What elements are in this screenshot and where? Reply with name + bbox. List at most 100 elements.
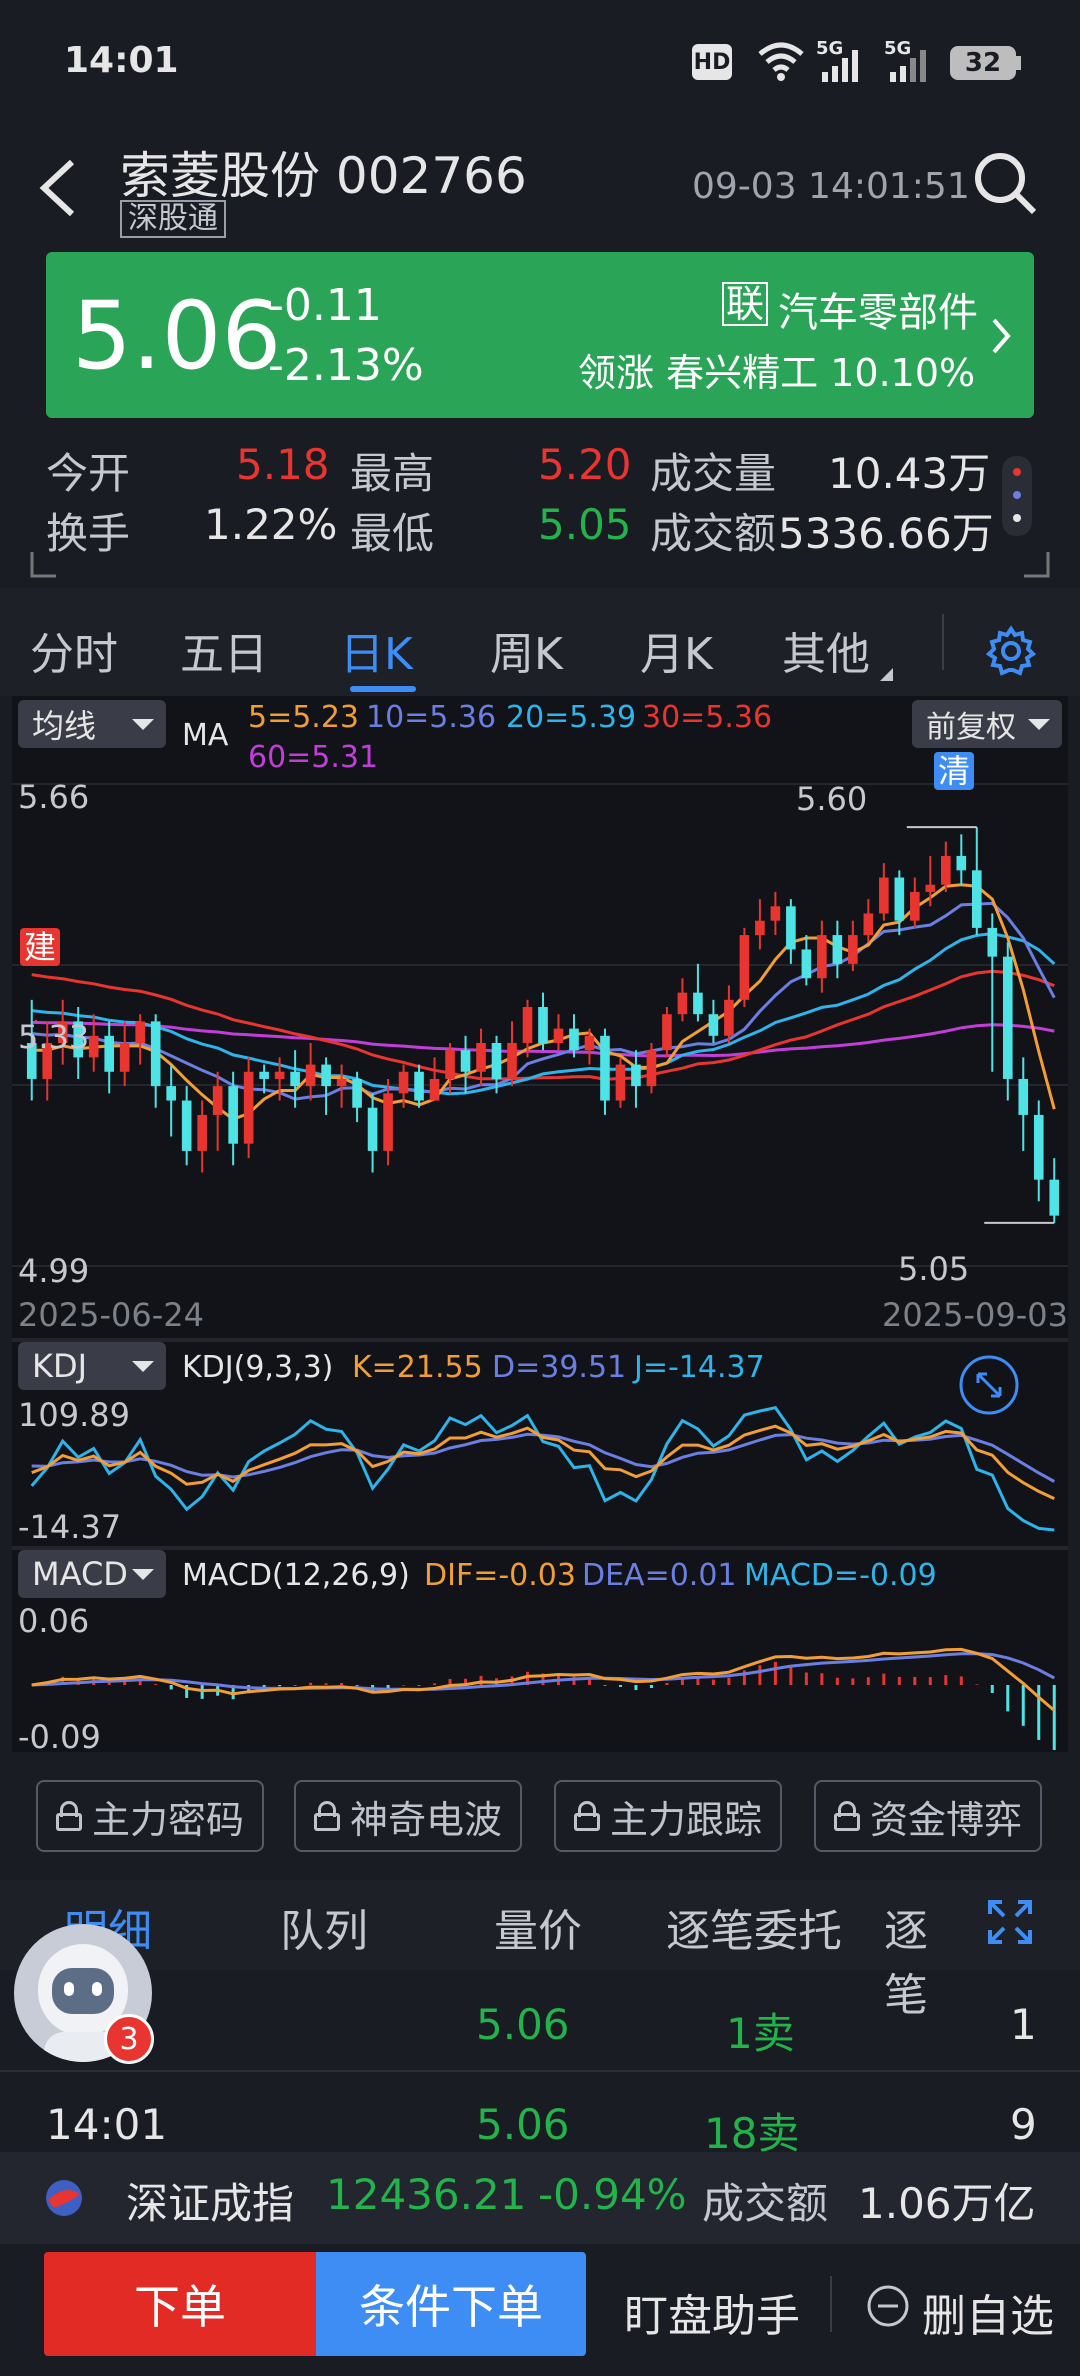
ma30-line <box>31 969 1055 1081</box>
chart-area[interactable] <box>12 696 1068 1752</box>
candle-body <box>879 877 889 914</box>
more-menu-icon[interactable] <box>1002 456 1032 536</box>
macd-axis-min: -0.09 <box>18 1718 101 1756</box>
tab-volume-price[interactable]: 量价 <box>494 1906 582 1957</box>
order-button[interactable]: 下单 <box>44 2252 316 2356</box>
candle-body <box>88 1035 99 1058</box>
locked-main-track[interactable]: 主力跟踪 <box>554 1780 782 1852</box>
candle-body <box>57 1021 68 1043</box>
search-icon[interactable] <box>972 150 1038 216</box>
kdj-dropdown-label: KDJ <box>32 1347 88 1385</box>
candle-body <box>553 1028 564 1043</box>
locked-magic-wave-label: 神奇电波 <box>349 1797 502 1842</box>
clear-marker[interactable]: 清 <box>934 752 975 790</box>
avatar-eye-right <box>92 1982 102 1996</box>
locked-capital-game[interactable]: 资金博弈 <box>814 1780 1042 1852</box>
sector-leader: 领涨 春兴精工 10.10% <box>578 342 975 397</box>
chart-separator-2 <box>12 1546 1068 1550</box>
high-value: 5.20 <box>538 440 632 489</box>
tab-other-caret <box>880 668 893 681</box>
status-time: 14:01 <box>64 40 179 81</box>
tab-active-indicator <box>350 686 416 692</box>
candle-body <box>631 1064 641 1087</box>
candle-body <box>987 927 998 957</box>
tab-day-k[interactable]: 日K <box>340 629 413 680</box>
period-tab-bar <box>0 588 1080 696</box>
candle-body <box>290 1071 300 1087</box>
kdj-dropdown[interactable]: KDJ <box>18 1342 166 1390</box>
macd-lines <box>31 1647 1056 1712</box>
lead-label: 领涨 <box>578 351 655 395</box>
tab-week-k[interactable]: 周K <box>490 629 563 680</box>
volume-value: 10.43万 <box>828 449 991 498</box>
candle-body <box>429 1078 440 1101</box>
sector-name[interactable]: 汽车零部件 <box>778 290 978 336</box>
candle-body <box>1049 1179 1060 1216</box>
back-icon[interactable] <box>36 156 80 220</box>
candle-body <box>181 1100 192 1151</box>
candle-body <box>863 913 874 936</box>
conditional-order-button[interactable]: 条件下单 <box>316 2252 586 2356</box>
net2-label: 5G <box>884 38 912 59</box>
chevron-right-icon[interactable] <box>990 316 1014 356</box>
candle-body <box>352 1078 362 1108</box>
fullscreen-icon[interactable] <box>986 1898 1034 1946</box>
adjust-dropdown[interactable]: 前复权 <box>912 700 1062 748</box>
net1-label: 5G <box>816 38 844 59</box>
candle-body <box>228 1086 238 1144</box>
tick-count-0: 1 <box>1010 2000 1037 2049</box>
candle-body <box>150 1021 161 1087</box>
row-divider <box>0 2070 1080 2072</box>
candle-body <box>522 1007 533 1043</box>
settings-gear-icon[interactable] <box>984 624 1038 678</box>
build-marker[interactable]: 建 <box>20 928 61 966</box>
candle-body <box>817 935 827 979</box>
tab-tick-by-tick[interactable]: 逐笔 <box>884 1906 928 2021</box>
index-bar[interactable] <box>0 2152 1080 2244</box>
macd-dea-value: DEA=0.01 <box>582 1558 737 1593</box>
tab-order-by-order[interactable]: 逐笔委托 <box>666 1906 842 1957</box>
chart-separator-1 <box>12 1338 1068 1342</box>
tab-other[interactable]: 其他 <box>782 629 870 680</box>
quote-panel[interactable] <box>46 252 1034 418</box>
date-end: 2025-09-03 <box>882 1296 1068 1334</box>
expand-chart-icon[interactable] <box>958 1354 1020 1416</box>
candle-body <box>243 1071 254 1144</box>
stock-name: 索菱股份 002766 <box>120 136 527 208</box>
remove-watchlist-button[interactable]: 删自选 <box>922 2291 1054 2342</box>
watch-assistant-button[interactable]: 盯盘助手 <box>624 2291 800 2342</box>
last-price: 5.06 <box>72 282 282 391</box>
tab-five-day[interactable]: 五日 <box>180 629 268 680</box>
ma-dropdown[interactable]: 均线 <box>18 700 166 748</box>
candle-body <box>584 1035 595 1051</box>
tick-time-1: 14:01 <box>46 2100 168 2149</box>
candle-body <box>445 1050 455 1079</box>
tab-queue[interactable]: 队列 <box>280 1906 368 1957</box>
candle-body <box>832 935 843 964</box>
locked-capital-game-label: 资金博弈 <box>869 1797 1022 1842</box>
candle-body <box>724 999 734 1036</box>
macd-dropdown-caret <box>132 1569 154 1580</box>
ma-dropdown-caret <box>132 719 154 730</box>
locked-main-code[interactable]: 主力密码 <box>36 1780 264 1852</box>
candle-body <box>1018 1078 1029 1115</box>
tab-month-k[interactable]: 月K <box>640 629 713 680</box>
y-axis-min: 4.99 <box>18 1252 90 1290</box>
tick-price-0: 5.06 <box>476 2000 570 2049</box>
candle-body <box>414 1071 424 1101</box>
kdj-k-line <box>31 1424 1055 1500</box>
candle-body <box>104 1035 115 1072</box>
macd-dea-line <box>31 1652 1056 1691</box>
lock-icon <box>833 1801 860 1831</box>
macd-dropdown[interactable]: MACD <box>18 1550 166 1598</box>
tab-intraday[interactable]: 分时 <box>30 629 118 680</box>
adjust-dropdown-caret <box>1028 719 1050 730</box>
candle-body <box>398 1071 409 1094</box>
index-amount: 1.06万亿 <box>858 2179 1036 2228</box>
candle-body <box>1033 1114 1044 1180</box>
locked-main-code-label: 主力密码 <box>91 1797 244 1842</box>
remove-circle-icon[interactable] <box>866 2284 910 2328</box>
low-price-mark: 5.05 <box>898 1250 970 1288</box>
locked-magic-wave[interactable]: 神奇电波 <box>294 1780 522 1852</box>
